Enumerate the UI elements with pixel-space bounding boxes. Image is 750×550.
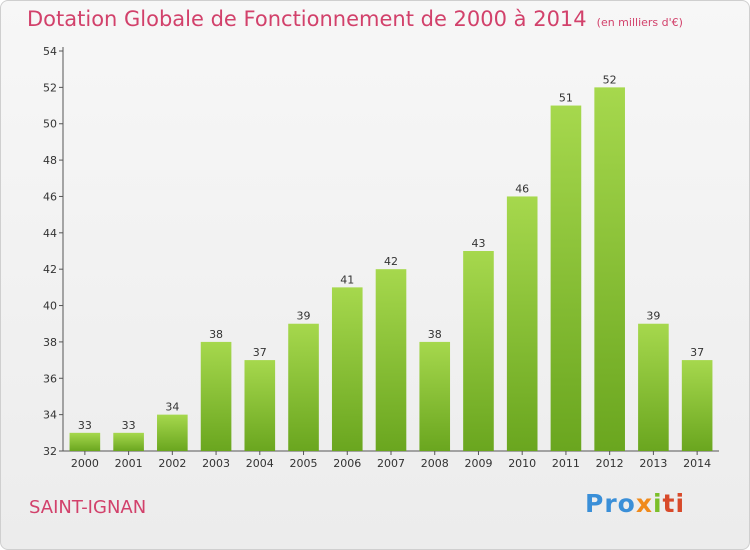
bar-2010 <box>506 196 538 451</box>
bar-2009 <box>463 251 494 451</box>
data-label-2001: 33 <box>122 419 136 432</box>
bar-2004 <box>244 360 276 451</box>
y-tick-label: 50 <box>43 118 57 131</box>
x-tick-label-2013: 2013 <box>639 457 667 470</box>
logo-part-4: ti <box>662 489 686 518</box>
x-tick-label-2002: 2002 <box>158 457 186 470</box>
x-tick-label-2007: 2007 <box>377 457 405 470</box>
data-label-2013: 39 <box>646 310 660 323</box>
bar-2013 <box>638 323 669 451</box>
bar-2000 <box>69 432 101 451</box>
x-tick-label-2008: 2008 <box>421 457 449 470</box>
data-label-2014: 37 <box>690 346 704 359</box>
data-label-2010: 46 <box>515 182 529 195</box>
y-tick-label: 44 <box>43 227 57 240</box>
x-tick-label-2009: 2009 <box>464 457 492 470</box>
y-tick-label: 46 <box>43 190 57 203</box>
data-label-2002: 34 <box>165 401 179 414</box>
y-tick-label: 38 <box>43 336 57 349</box>
y-tick-label: 42 <box>43 263 57 276</box>
x-tick-label-2010: 2010 <box>508 457 536 470</box>
x-tick-label-2014: 2014 <box>683 457 711 470</box>
bar-2014 <box>681 360 713 451</box>
bar-2011 <box>550 105 582 451</box>
data-label-2007: 42 <box>384 255 398 268</box>
y-tick-label: 54 <box>43 45 57 58</box>
chart-bars <box>69 87 713 451</box>
logo-part-2: x <box>635 489 653 518</box>
x-tick-label-2006: 2006 <box>333 457 361 470</box>
y-tick-label: 48 <box>43 154 57 167</box>
proxiti-logo: Proxiti <box>585 489 685 518</box>
x-tick-label-2000: 2000 <box>71 457 99 470</box>
data-label-2003: 38 <box>209 328 223 341</box>
x-tick-label-2011: 2011 <box>552 457 580 470</box>
bar-2002 <box>157 414 188 451</box>
x-tick-label-2005: 2005 <box>290 457 318 470</box>
y-tick-label: 40 <box>43 300 57 313</box>
data-label-2011: 51 <box>559 92 573 105</box>
bar-2003 <box>200 341 232 451</box>
bar-2012 <box>594 87 625 451</box>
y-tick-label: 34 <box>43 409 57 422</box>
data-label-2000: 33 <box>78 419 92 432</box>
bar-2005 <box>288 323 319 451</box>
x-tick-label-2004: 2004 <box>246 457 274 470</box>
y-tick-label: 52 <box>43 81 57 94</box>
y-tick-label: 32 <box>43 445 57 458</box>
logo-part-3: i <box>652 489 663 518</box>
chart-axes: 32 34 36 38 40 42 44 46 48 50 52 54 <box>43 45 719 458</box>
data-label-2005: 39 <box>297 310 311 323</box>
bar-2008 <box>419 341 451 451</box>
bar-2006 <box>331 287 363 451</box>
data-label-2012: 52 <box>603 73 617 86</box>
x-tick-label-2003: 2003 <box>202 457 230 470</box>
bar-2007 <box>375 269 407 451</box>
data-label-2004: 37 <box>253 346 267 359</box>
chart-subtitle: (en milliers d'€) <box>596 16 683 29</box>
x-tick-label-2001: 2001 <box>115 457 143 470</box>
data-label-2006: 41 <box>340 273 354 286</box>
bar-2001 <box>113 432 144 451</box>
data-label-2008: 38 <box>428 328 442 341</box>
place-name: SAINT-IGNAN <box>29 497 147 518</box>
x-tick-label-2012: 2012 <box>596 457 624 470</box>
y-tick-label: 36 <box>43 372 57 385</box>
chart-title: Dotation Globale de Fonctionnement de 20… <box>27 7 683 31</box>
logo-part-1: Pro <box>585 489 636 518</box>
chart-title-text: Dotation Globale de Fonctionnement de 20… <box>27 7 587 31</box>
chart-labels: 2000 33 2001 33 2002 34 2003 38 2004 37 2005 39 2006… <box>71 73 711 470</box>
data-label-2009: 43 <box>471 237 485 250</box>
